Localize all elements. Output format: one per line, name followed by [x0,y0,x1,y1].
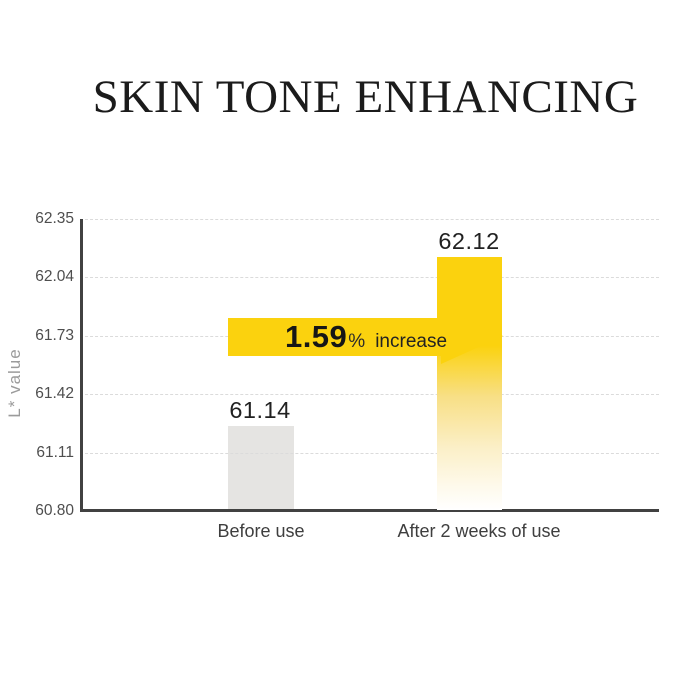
y-tick-61-42: 61.42 [35,385,74,402]
increase-annotation: 1.59 % increase [228,318,504,356]
gridline-62-35 [80,219,659,220]
x-label-after-use: After 2 weeks of use [397,521,561,541]
increase-arrow-head-icon [441,308,503,364]
x-label-before-use: Before use [217,521,305,541]
y-tick-61-73: 61.73 [35,327,74,344]
bar-after-use [437,257,502,510]
y-axis-line [80,219,83,512]
y-tick-60-80: 60.80 [35,502,74,519]
x-axis-line [80,509,659,512]
y-axis-label: L* value [5,348,24,418]
chart-title: SKIN TONE ENHANCING [92,71,639,123]
increase-percent-sign: % [348,331,366,352]
gridline-61-42 [80,394,659,395]
increase-word: increase [375,331,448,352]
increase-annotation-text: 1.59 % increase [285,319,447,355]
y-tick-62-04: 62.04 [35,268,74,285]
y-tick-61-11: 61.11 [36,444,74,461]
increase-arrow-body [228,318,441,356]
y-tick-62-35: 62.35 [35,210,74,227]
increase-value: 1.59 [284,319,348,354]
gridline-62-04 [80,277,659,278]
value-label-before: 61.14 [229,397,291,423]
gridline-61-11 [80,453,659,454]
value-label-after: 62.12 [438,228,500,254]
bar-before-use [228,426,294,510]
